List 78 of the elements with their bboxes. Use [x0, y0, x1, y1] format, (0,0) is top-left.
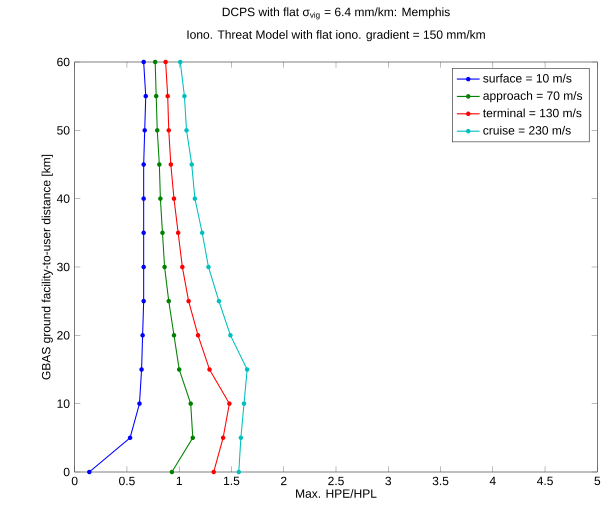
point: [236, 470, 242, 474]
point: [139, 367, 144, 372]
point: [238, 436, 244, 440]
point: [140, 333, 145, 338]
x-tick-label: 2.5: [328, 476, 344, 486]
chart-subtitle: Iono. Threat Model with flat iono. gradient = 150 mm/km: [187, 30, 485, 42]
point: [166, 128, 172, 133]
point: [176, 230, 180, 236]
point: [184, 128, 189, 133]
x-tick-label: 1.5: [224, 476, 240, 486]
point: [152, 60, 158, 64]
point: [200, 230, 204, 236]
point: [220, 436, 226, 440]
point: [190, 436, 196, 440]
point: [206, 264, 211, 270]
point: [141, 196, 146, 201]
point: [168, 162, 174, 167]
point: [211, 470, 216, 474]
point: [227, 401, 232, 406]
point: [176, 367, 182, 372]
point: [141, 60, 146, 64]
x-tick-label: 5: [594, 476, 600, 486]
y-tick-label: 60: [57, 58, 70, 66]
point: [160, 230, 165, 236]
point: [166, 298, 172, 304]
point: [162, 264, 167, 270]
point: [242, 401, 246, 406]
point: [172, 196, 176, 201]
point: [165, 94, 170, 98]
point: [216, 298, 222, 304]
point: [154, 94, 158, 98]
point: [188, 401, 193, 406]
y-tick-label: 0: [64, 468, 70, 476]
point: [87, 470, 92, 474]
x-tick-label: 0.5: [119, 476, 135, 486]
point: [192, 196, 198, 201]
y-axis-title: GBAS ground facility-to-user distance [km]: [42, 154, 53, 380]
point: [189, 162, 194, 167]
point: [154, 128, 160, 133]
point: [170, 470, 174, 474]
point: [180, 264, 185, 270]
x-tick-label: 2: [281, 476, 286, 486]
x-tick-label: 1: [176, 476, 182, 485]
x-tick-label: 3.5: [432, 476, 448, 486]
y-tick-label: 10: [58, 399, 70, 408]
point: [141, 230, 146, 236]
point: [137, 401, 142, 406]
y-tick-label: 30: [57, 262, 70, 272]
point: [157, 162, 162, 167]
point: [186, 298, 191, 304]
x-tick-label: 4: [490, 476, 496, 485]
x-axis-title: Max. HPE/HPL: [296, 489, 376, 498]
y-tick-label: 40: [56, 194, 70, 203]
legend-label: terminal = 130 m/s: [483, 108, 582, 118]
point: [143, 94, 148, 98]
point: [196, 333, 200, 338]
legend-label: surface = 10 m/s: [483, 74, 572, 83]
x-tick-label: 0: [72, 476, 78, 486]
legend-label: approach = 70 m/s: [483, 91, 582, 102]
point: [172, 333, 176, 338]
point: [141, 264, 146, 270]
x-tick-label: 4.5: [536, 476, 553, 486]
point: [142, 128, 147, 133]
x-tick-label: 3: [385, 476, 392, 486]
point: [141, 298, 146, 304]
point: [163, 60, 168, 64]
chart-title: DCPS with flat σ$_{vig}$ = 6.4 mm/km: Memphis: [222, 7, 450, 20]
legend-label: cruise = 230 m/s: [483, 126, 571, 135]
point: [182, 94, 187, 98]
y-tick-label: 20: [57, 331, 70, 340]
point: [244, 367, 250, 372]
point: [128, 436, 132, 440]
point: [207, 367, 212, 372]
point: [141, 162, 146, 167]
point: [178, 60, 183, 64]
point: [228, 333, 233, 338]
point: [158, 196, 163, 201]
y-tick-label: 50: [57, 126, 70, 135]
